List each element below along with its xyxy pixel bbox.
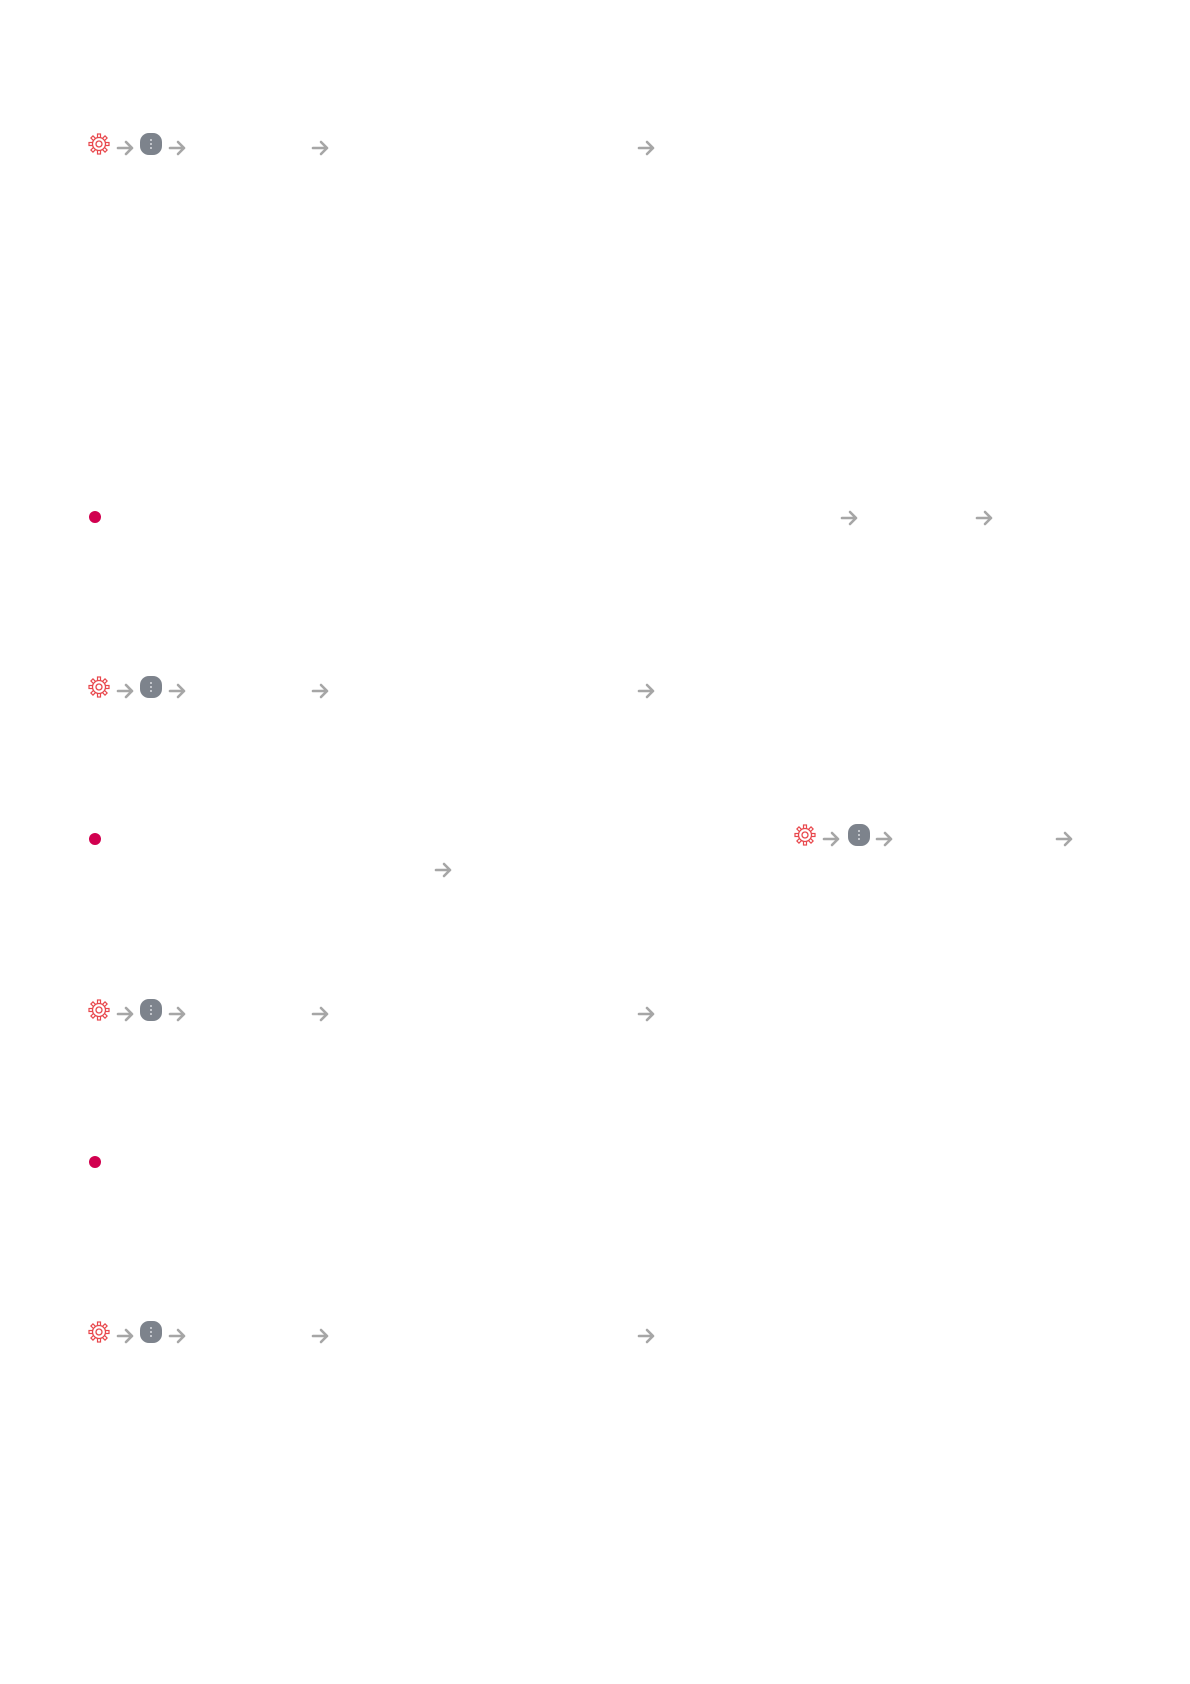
arrow-right-icon (168, 1006, 188, 1022)
gear-icon (794, 824, 816, 846)
arrow-right-icon (1055, 831, 1075, 847)
gear-icon (88, 133, 110, 155)
arrow-right-icon (168, 1328, 188, 1344)
arrow-right-icon (116, 140, 136, 156)
arrow-right-icon (311, 683, 331, 699)
arrow-right-icon (168, 683, 188, 699)
arrow-right-icon (116, 683, 136, 699)
gear-icon (88, 676, 110, 698)
arrow-right-icon (975, 510, 995, 526)
bullet-dot (89, 833, 101, 845)
more-menu-icon (140, 133, 162, 155)
bullet-dot (89, 511, 101, 523)
arrow-right-icon (116, 1006, 136, 1022)
bullet-dot (89, 1156, 101, 1168)
more-menu-icon (848, 824, 870, 846)
arrow-right-icon (875, 831, 895, 847)
arrow-right-icon (434, 862, 454, 878)
arrow-right-icon (637, 140, 657, 156)
arrow-right-icon (637, 683, 657, 699)
arrow-right-icon (840, 510, 860, 526)
gear-icon (88, 1321, 110, 1343)
arrow-right-icon (311, 1006, 331, 1022)
gear-icon (88, 999, 110, 1021)
arrow-right-icon (822, 831, 842, 847)
arrow-right-icon (116, 1328, 136, 1344)
more-menu-icon (140, 1321, 162, 1343)
arrow-right-icon (637, 1328, 657, 1344)
more-menu-icon (140, 676, 162, 698)
arrow-right-icon (637, 1006, 657, 1022)
arrow-right-icon (311, 1328, 331, 1344)
arrow-right-icon (168, 140, 188, 156)
arrow-right-icon (311, 140, 331, 156)
more-menu-icon (140, 999, 162, 1021)
